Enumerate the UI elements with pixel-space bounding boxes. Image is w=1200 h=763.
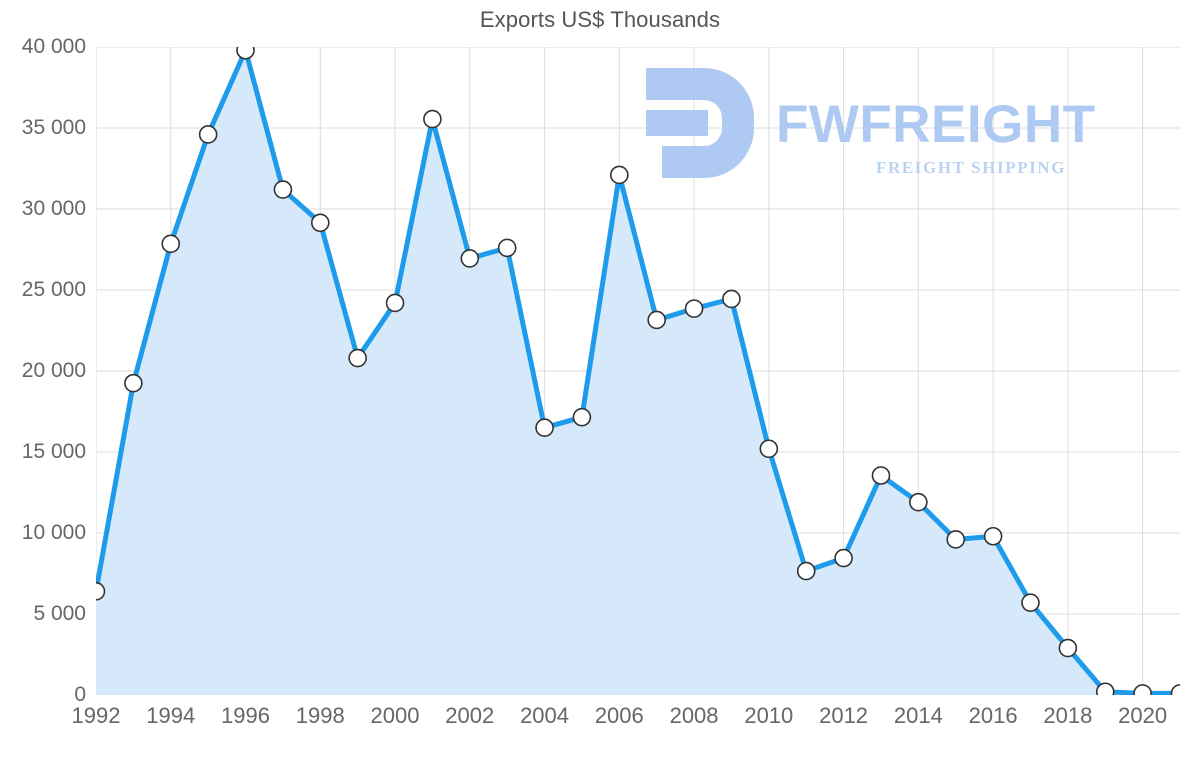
y-axis-tick-label: 15 000 <box>21 440 86 463</box>
data-point-marker[interactable] <box>834 548 853 568</box>
y-axis-tick-label: 25 000 <box>21 278 86 301</box>
y-axis-tick-label: 35 000 <box>21 116 86 139</box>
data-point-marker[interactable] <box>385 293 405 313</box>
data-point-marker[interactable] <box>871 466 891 485</box>
x-axis-tick-label: 2006 <box>594 703 644 728</box>
data-point-marker[interactable] <box>1021 593 1040 612</box>
data-point-marker[interactable] <box>796 561 816 581</box>
x-axis: 1992 1994 1996 1998 2000 2002 2004 2006 2008 2010… <box>0 703 1200 743</box>
x-axis-tick-label: 2002 <box>445 703 495 728</box>
data-point-markers[interactable] <box>96 47 1180 695</box>
x-axis-tick-label: 2012 <box>819 703 869 728</box>
y-axis-tick-label: 30 000 <box>21 197 86 220</box>
x-axis-tick-label: 2004 <box>520 703 570 728</box>
x-axis-tick-label: 2010 <box>744 703 794 728</box>
y-axis-tick-label: 20 000 <box>21 359 86 382</box>
y-axis-tick-label: 5 000 <box>33 602 86 625</box>
data-point-marker[interactable] <box>983 526 1003 546</box>
data-point-marker[interactable] <box>535 418 554 438</box>
data-point-marker[interactable] <box>722 289 741 309</box>
x-axis-tick-label: 2020 <box>1118 703 1168 728</box>
area-fill-path <box>96 50 1180 695</box>
chart-title: Exports US$ Thousands <box>479 7 721 32</box>
data-point-marker[interactable] <box>497 238 517 258</box>
data-point-marker[interactable] <box>460 249 480 268</box>
x-axis-tick-label: 2000 <box>370 703 420 728</box>
x-axis-tick-label: 2008 <box>669 703 719 728</box>
y-axis-tick-label: 10 000 <box>21 521 86 544</box>
data-point-marker[interactable] <box>1058 638 1078 658</box>
data-point-marker[interactable] <box>946 530 966 549</box>
x-axis-tick-label: 1998 <box>295 703 345 728</box>
x-axis-tick-label: 1994 <box>146 703 196 728</box>
data-point-marker[interactable] <box>647 310 666 330</box>
x-axis-tick-label: 2018 <box>1043 703 1093 728</box>
data-point-marker[interactable] <box>124 373 143 393</box>
x-axis-tick-label: 1996 <box>221 703 270 728</box>
data-point-marker[interactable] <box>1133 684 1152 695</box>
data-point-marker[interactable] <box>348 348 367 368</box>
data-point-marker[interactable] <box>610 165 629 185</box>
data-point-marker[interactable] <box>236 47 255 60</box>
data-point-marker[interactable] <box>96 582 106 601</box>
x-axis-tick-label: 1992 <box>71 703 121 728</box>
data-point-marker[interactable] <box>161 234 181 254</box>
x-axis-tick-label: 2016 <box>968 703 1018 728</box>
data-point-marker[interactable] <box>684 299 704 318</box>
data-point-marker[interactable] <box>198 125 218 144</box>
data-point-marker[interactable] <box>1170 684 1181 695</box>
data-point-marker[interactable] <box>759 439 779 459</box>
chart-canvas <box>96 47 1180 695</box>
y-axis-tick-label: 0 <box>74 683 86 706</box>
y-axis: 0 5 000 10 000 15 000 20 000 25 000 30 000 35 0… <box>0 0 86 763</box>
data-point-marker[interactable] <box>273 180 293 199</box>
y-axis-tick-label: 40 000 <box>21 35 86 58</box>
plot-area <box>96 47 1180 695</box>
data-point-marker[interactable] <box>1095 682 1115 695</box>
data-point-marker[interactable] <box>310 213 330 233</box>
data-point-marker[interactable] <box>909 492 928 512</box>
x-axis-tick-label: 2014 <box>893 703 943 728</box>
data-point-marker[interactable] <box>423 109 442 129</box>
series-line-path <box>96 47 1180 695</box>
data-point-marker[interactable] <box>572 407 592 427</box>
